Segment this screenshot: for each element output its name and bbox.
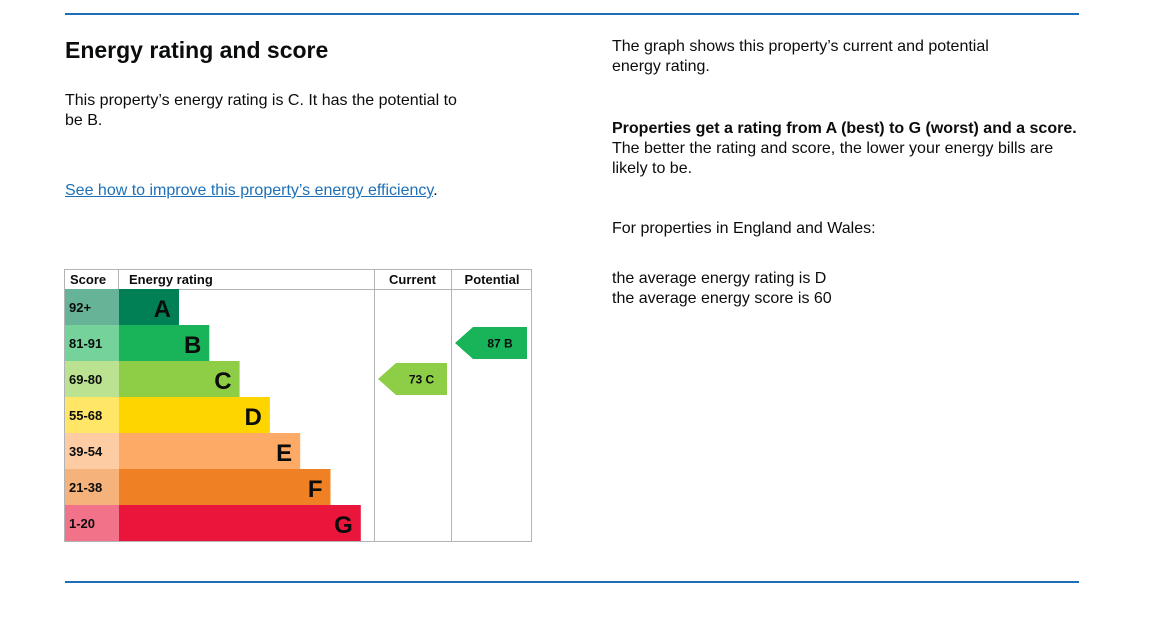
- band-e-letter: E: [276, 440, 292, 467]
- current-rating-label: 73 C: [409, 373, 435, 387]
- bottom-divider: [65, 581, 1079, 583]
- average-rating: the average energy rating is D: [612, 270, 827, 287]
- band-d-range: 55-68: [69, 408, 102, 423]
- band-a-letter: A: [154, 296, 171, 323]
- band-g-bar: [119, 505, 361, 541]
- band-e-bar: [119, 433, 301, 469]
- header-energy-rating: Energy rating: [129, 272, 213, 287]
- header-current: Current: [389, 272, 437, 287]
- band-d-letter: D: [245, 404, 262, 431]
- band-e-range: 39-54: [69, 444, 103, 459]
- band-c-range: 69-80: [69, 372, 102, 387]
- section-heading: Energy rating and score: [65, 37, 329, 63]
- band-a-bar: [119, 289, 179, 325]
- band-f-score-cell: [65, 469, 119, 505]
- link-suffix: .: [433, 182, 438, 199]
- band-f-range: 21-38: [69, 480, 102, 495]
- current-rating-arrow: [378, 363, 447, 395]
- band-c-score-cell: [65, 361, 119, 397]
- top-divider: [65, 13, 1079, 15]
- band-f-letter: F: [308, 476, 323, 503]
- band-b-letter: B: [184, 332, 201, 359]
- header-score: Score: [70, 272, 106, 287]
- band-d-score-cell: [65, 397, 119, 433]
- average-score: the average energy score is 60: [612, 290, 832, 307]
- rating-scale-explanation: Properties get a rating from A (best) to…: [612, 119, 1082, 179]
- band-f-bar: [119, 469, 331, 505]
- band-a-score-cell: [65, 289, 119, 325]
- chart-frame: [64, 269, 532, 542]
- band-b-range: 81-91: [69, 336, 102, 351]
- band-b-bar: [119, 325, 210, 361]
- region-note: For properties in England and Wales:: [612, 220, 876, 237]
- band-g-letter: G: [334, 512, 353, 539]
- graph-explanation: The graph shows this property’s current …: [612, 38, 989, 75]
- band-c-bar: [119, 361, 240, 397]
- header-potential: Potential: [465, 272, 520, 287]
- rating-scale-bold: Properties get a rating from A (best) to…: [612, 120, 1077, 137]
- band-c-letter: C: [214, 368, 231, 395]
- band-b-score-cell: [65, 325, 119, 361]
- rating-explanation: The graph shows this property’s current …: [612, 36, 1082, 309]
- band-g-range: 1-20: [69, 516, 95, 531]
- averages: the average energy rating is D the averag…: [612, 269, 1082, 309]
- improve-link-paragraph: See how to improve this property’s energ…: [65, 181, 455, 201]
- energy-rating-chart: Score Energy rating Current Potential 92+ A 81…: [64, 269, 532, 542]
- band-d-bar: [119, 397, 270, 433]
- band-a-range: 92+: [69, 300, 91, 315]
- band-e-score-cell: [65, 433, 119, 469]
- band-g-score-cell: [65, 505, 119, 541]
- rating-summary: This property’s energy rating is C. It h…: [65, 92, 457, 129]
- energy-rating-section: Energy rating and score This property’s …: [65, 36, 485, 201]
- energy-rating-chart-container: Score Energy rating Current Potential 92+ A 81…: [64, 269, 534, 564]
- improve-efficiency-link[interactable]: See how to improve this property’s energ…: [65, 182, 434, 199]
- rating-scale-rest: The better the rating and score, the low…: [612, 140, 1054, 177]
- potential-rating-label: 87 B: [487, 337, 513, 351]
- potential-rating-arrow: [455, 327, 527, 359]
